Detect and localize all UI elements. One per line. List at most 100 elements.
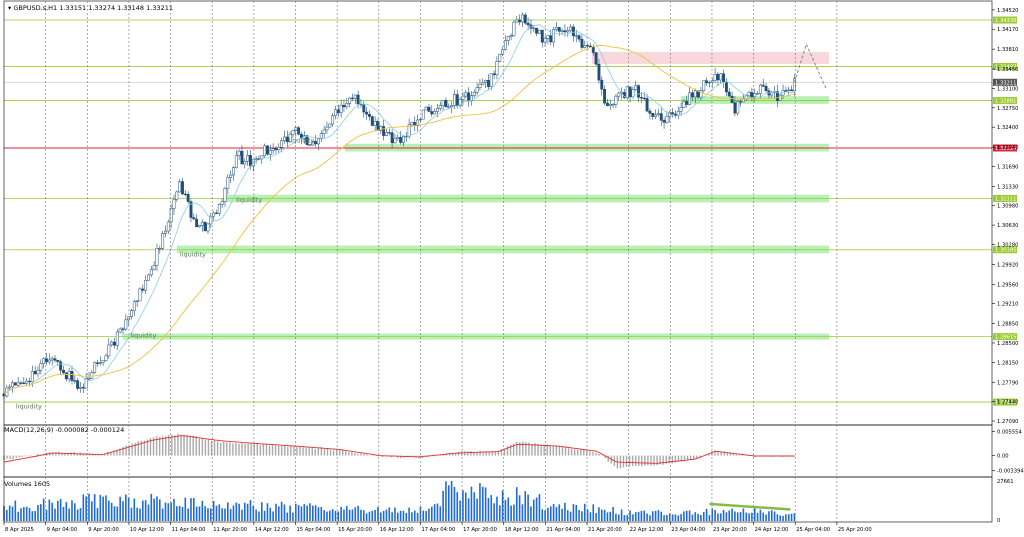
liquidity-label: liquidity xyxy=(130,331,156,339)
candle xyxy=(8,384,12,390)
price-tick-label: 1.28500 xyxy=(997,341,1018,347)
candle xyxy=(509,33,513,41)
candle xyxy=(727,88,731,98)
candle xyxy=(739,99,743,107)
candle xyxy=(331,112,335,127)
candle xyxy=(469,91,473,106)
candle xyxy=(215,209,218,215)
candle xyxy=(271,143,275,154)
price-level-label: 1.32024 xyxy=(995,146,1017,152)
volume-trendline xyxy=(709,502,791,511)
candle xyxy=(498,53,502,63)
candle xyxy=(311,140,315,146)
candle xyxy=(246,150,250,166)
candle xyxy=(98,356,102,366)
candle xyxy=(152,261,156,271)
time-tick-label: 25 Apr 20:00 xyxy=(838,527,872,533)
price-level-tag xyxy=(993,78,1017,86)
liquidity-label: liquidity xyxy=(16,402,42,410)
candle xyxy=(523,12,527,25)
time-tick-label: 25 Apr 04:00 xyxy=(796,527,830,533)
time-tick-label: 16 Apr 12:00 xyxy=(380,527,414,533)
candle xyxy=(385,128,388,137)
candle xyxy=(603,85,607,106)
candle xyxy=(600,76,604,96)
candle xyxy=(605,98,609,107)
candle xyxy=(308,144,312,146)
candle xyxy=(546,35,550,45)
price-tick-label: 1.31690 xyxy=(997,164,1018,170)
candle xyxy=(56,360,60,366)
candle xyxy=(132,299,136,316)
candle xyxy=(685,95,689,108)
candle xyxy=(651,112,655,120)
price-level-tag xyxy=(993,62,1017,70)
candle xyxy=(274,146,278,154)
price-tick-label: 1.31330 xyxy=(997,184,1018,190)
candle xyxy=(594,52,598,66)
price-tick-label: 1.32750 xyxy=(997,106,1018,112)
time-tick-label: 11 Apr 20:00 xyxy=(213,527,247,533)
candle xyxy=(192,213,196,220)
macd-tick-label: 0.005554 xyxy=(997,429,1022,435)
time-tick-label: 23 Apr 04:00 xyxy=(671,527,705,533)
price-tick-label: 1.29920 xyxy=(997,262,1018,268)
candle xyxy=(243,158,247,169)
candle xyxy=(79,382,82,393)
candle xyxy=(421,109,425,120)
candle xyxy=(266,145,269,156)
price-level-tag xyxy=(993,398,1017,406)
candle xyxy=(747,90,751,98)
time-tick-label: 11 Apr 04:00 xyxy=(172,527,206,533)
candle xyxy=(285,130,289,149)
candle xyxy=(183,190,187,197)
macd-signal-line xyxy=(3,435,795,464)
candle xyxy=(693,88,697,104)
candle xyxy=(787,86,791,97)
price-tick-label: 1.28150 xyxy=(997,360,1018,366)
candle xyxy=(792,74,796,97)
candle xyxy=(345,97,349,110)
candle xyxy=(220,198,224,209)
candle xyxy=(314,134,318,147)
ma-fast-line xyxy=(3,24,795,397)
candle xyxy=(410,121,414,128)
price-level-label: 1.33497 xyxy=(995,64,1016,70)
volume-tick-label: 0 xyxy=(997,518,1000,524)
candle xyxy=(234,150,238,169)
projection-path xyxy=(793,42,827,89)
candle xyxy=(577,33,581,43)
candle xyxy=(756,91,760,95)
candle xyxy=(96,359,99,367)
candle xyxy=(401,135,405,147)
candle xyxy=(478,78,482,91)
candle xyxy=(115,328,119,350)
candle xyxy=(280,137,284,153)
candle xyxy=(263,143,267,159)
candle xyxy=(475,82,479,96)
price-tick-label: 1.33100 xyxy=(997,86,1018,92)
candle xyxy=(64,372,68,382)
candle xyxy=(552,26,556,48)
price-panel[interactable]: 1.34336 1.33497 1.33211 1.32881 1.32024 1.311… xyxy=(2,12,1017,410)
candle xyxy=(662,117,666,129)
candle xyxy=(671,107,675,118)
liquidity-label: liquidity xyxy=(180,251,206,259)
candle xyxy=(634,80,638,92)
time-tick-label: 24 Apr 12:00 xyxy=(755,527,789,533)
candle xyxy=(240,145,244,165)
axes: 8 Apr 2025 9 Apr 04:00 9 Apr 20:00 10 Apr 1… xyxy=(3,0,1018,533)
time-tick-label: 9 Apr 20:00 xyxy=(88,527,119,533)
candle xyxy=(81,383,85,393)
candle xyxy=(53,355,57,363)
time-tick-label: 21 Apr 20:00 xyxy=(588,527,622,533)
candle xyxy=(135,299,139,308)
price-tick-label: 1.30280 xyxy=(997,242,1018,248)
candle xyxy=(495,56,499,80)
candle xyxy=(441,99,445,111)
candle xyxy=(39,359,43,375)
candle xyxy=(322,125,326,139)
price-tick-label: 1.33450 xyxy=(997,67,1018,73)
candle xyxy=(645,94,649,113)
